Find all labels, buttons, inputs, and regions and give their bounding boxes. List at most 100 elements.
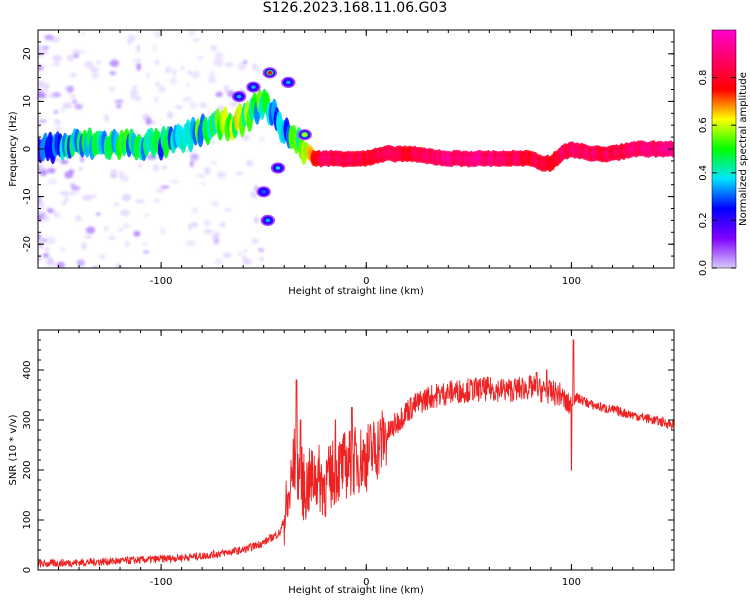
snr-ytick-label: 400 [22,360,33,379]
noise-speck [122,223,131,229]
noise-speck [119,171,125,178]
noise-speck [74,216,83,222]
noise-speck [91,72,100,79]
noise-speck [167,111,174,119]
noise-speck [235,171,244,176]
noise-speck [38,64,44,71]
noise-speck [191,38,201,42]
colorbar: 0.0 0.2 0.4 0.6 0.8 Normalized spectral ampl… [698,29,749,276]
noise-speck [152,163,160,172]
noise-speck [146,72,151,79]
noise-speck [72,99,77,105]
noise-speck [204,167,211,175]
snr-line [38,339,674,569]
spectral-feature [267,71,273,75]
noise-speck [78,166,84,171]
noise-speck [252,63,258,71]
spectrogram-xlabel: Height of straight line (km) [288,286,424,297]
noise-speck [258,247,265,253]
snr-ticks: -100 0 100 0 100 200 300 400 [22,329,675,588]
noise-speck [74,103,83,110]
spectrogram-xtick-label: 0 [363,276,369,287]
snr-xtick-label: 0 [363,577,369,588]
noise-speck [84,235,94,239]
noise-speck [213,230,221,238]
noise-speck [225,62,234,67]
noise-speck [175,105,183,110]
noise-speck [59,247,66,251]
noise-speck [116,104,122,109]
noise-speck [104,114,109,123]
noise-speck [224,85,229,93]
noise-speck [38,131,41,138]
noise-speck [259,136,265,142]
noise-speck [55,126,62,133]
spectrogram-heat-layer [38,30,674,268]
colorbar-tick-label: 0.0 [698,260,709,276]
noise-speck [160,227,166,236]
noise-speck [154,82,161,87]
noise-speck [199,102,208,109]
noise-speck [130,92,136,100]
noise-speck [110,174,118,178]
noise-speck [182,96,192,102]
noise-speck [190,153,199,161]
noise-speck [38,234,42,241]
noise-speck [44,216,50,220]
noise-speck [145,117,152,126]
snr-line-layer [38,339,674,569]
noise-speck [187,70,192,76]
noise-speck [72,191,79,195]
noise-speck [170,77,178,85]
noise-speck [99,254,106,260]
noise-speck [133,230,141,237]
noise-speck [44,246,51,253]
spectrogram-ytick-label: -20 [22,236,33,252]
noise-speck [135,199,145,204]
noise-speck [153,198,161,203]
noise-speck [67,85,74,94]
noise-speck [160,185,170,189]
spectrogram-ytick-label: 0 [22,146,33,152]
snr-xtick-label: -100 [150,577,173,588]
noise-speck [210,138,216,145]
spectrogram-ytick-label: -10 [22,188,33,204]
noise-speck [217,171,227,179]
snr-xlabel: Height of straight line (km) [288,585,424,596]
noise-speck [154,95,159,103]
noise-speck [54,119,61,125]
noise-speck [38,93,47,99]
noise-speck [115,263,122,268]
noise-speck [186,83,191,87]
noise-speck [214,52,224,60]
noise-speck [242,255,247,263]
noise-speck [53,110,59,114]
noise-speck [241,134,250,142]
noise-speck [121,193,132,202]
noise-speck [242,249,248,253]
noise-speck [108,235,116,241]
noise-speck [155,188,166,193]
spectrogram-ytick-label: 20 [22,47,33,60]
spectrogram-xtick-label: 100 [562,276,581,287]
noise-speck [162,165,168,170]
noise-speck [38,202,45,210]
noise-speck [210,44,217,52]
noise-speck [110,169,118,175]
noise-speck [142,250,150,254]
noise-speck [66,54,75,62]
noise-speck [83,61,94,68]
colorbar-gradient [711,29,737,269]
colorbar-label: Normalized spectral amplitude [738,72,749,226]
noise-speck [185,240,196,246]
noise-speck [136,63,142,71]
noise-speck [246,160,254,167]
noise-speck [170,180,180,184]
noise-speck [44,34,54,41]
noise-speck [132,84,137,92]
noise-speck [208,76,217,84]
noise-speck [127,34,136,43]
noise-speck [219,222,227,228]
noise-speck [39,169,47,177]
